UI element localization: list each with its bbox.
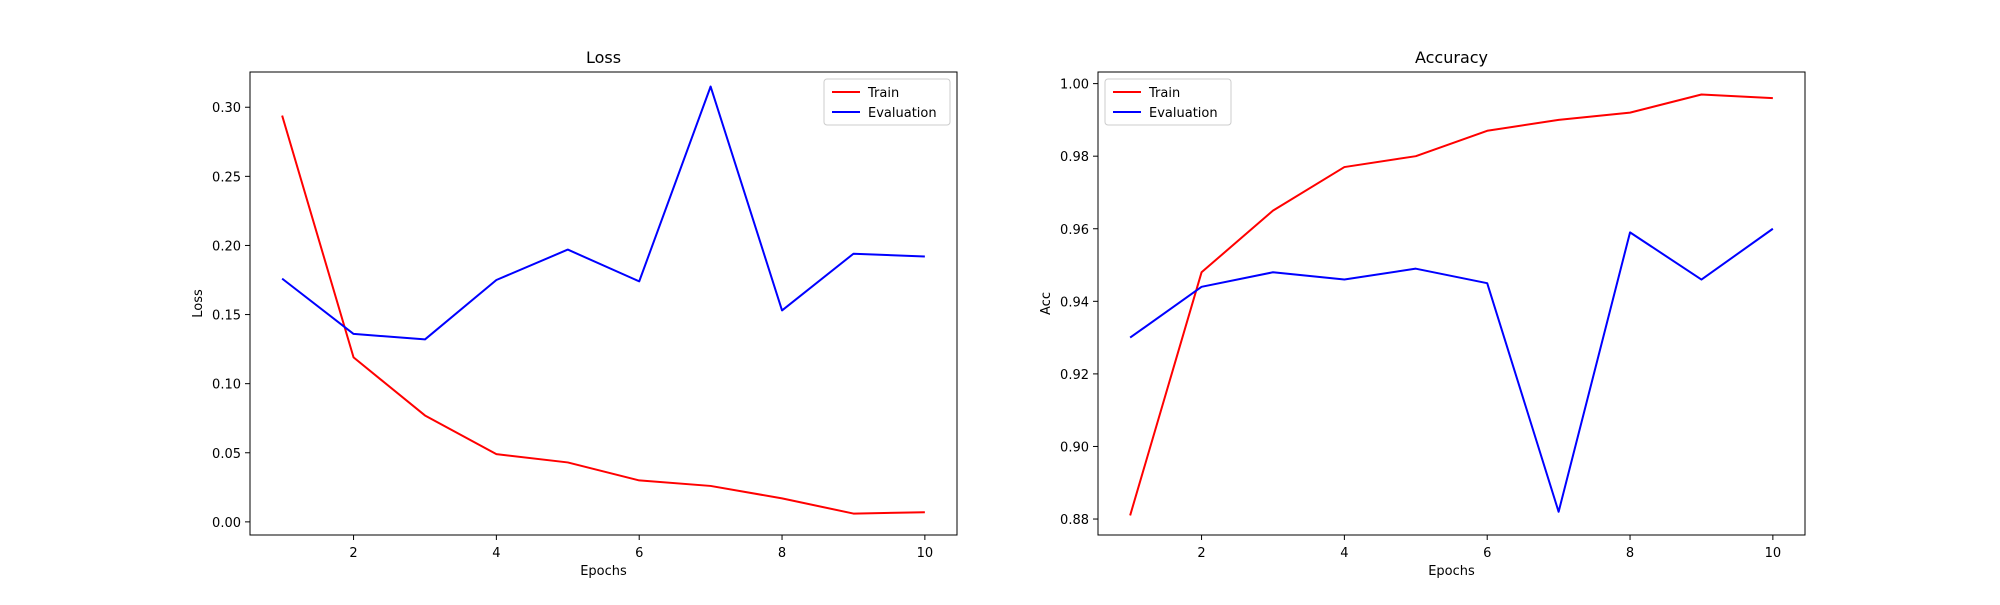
chart-1-y-tick-label: 0.90 — [1060, 440, 1089, 455]
chart-0-y-tick-label: 0.00 — [212, 516, 241, 531]
chart-0-x-tick-label: 10 — [917, 546, 934, 561]
chart-0-y-tick-label: 0.30 — [212, 101, 241, 116]
chart-1-y-tick-label: 1.00 — [1060, 78, 1089, 93]
chart-0-y-tick-label: 0.10 — [212, 378, 241, 393]
chart-1-group — [1093, 71, 1806, 540]
chart-0-series-evaluation-line — [281, 85, 925, 341]
chart-1-x-tick-label: 10 — [1765, 546, 1782, 561]
chart-1-y-axis-label: Acc — [1039, 292, 1054, 315]
chart-0-x-tick-label: 4 — [492, 546, 500, 561]
chart-1-y-tick-label: 0.96 — [1060, 223, 1089, 238]
chart-1-axes-frame — [1097, 71, 1806, 536]
chart-0-legend-box — [823, 78, 951, 126]
chart-0-y-tick-label: 0.05 — [212, 447, 241, 462]
chart-0-x-tick-label: 2 — [349, 546, 357, 561]
chart-1-y-tick-label: 0.88 — [1060, 513, 1089, 528]
chart-1-x-axis-label: Epochs — [1428, 564, 1475, 579]
chart-0-y-tick-label: 0.20 — [212, 239, 241, 254]
chart-1-legend-box — [1104, 78, 1232, 126]
chart-0-x-axis-label: Epochs — [580, 564, 627, 579]
chart-1-y-tick-label: 0.92 — [1060, 368, 1089, 383]
chart-0-group — [245, 71, 958, 540]
chart-1-legend-label-train: Train — [1148, 86, 1180, 101]
chart-1-x-tick-label: 2 — [1197, 546, 1205, 561]
chart-1-series-train-line — [1129, 93, 1773, 516]
chart-1-x-tick-label: 6 — [1483, 546, 1491, 561]
chart-0-y-tick-label: 0.25 — [212, 170, 241, 185]
chart-0-legend-label-evaluation: Evaluation — [868, 106, 937, 121]
chart-0-legend-label-train: Train — [867, 86, 899, 101]
chart-0-y-tick-label: 0.15 — [212, 309, 241, 324]
chart-1-legend-label-evaluation: Evaluation — [1149, 106, 1218, 121]
chart-1-title: Accuracy — [1415, 48, 1488, 67]
chart-0-x-tick-label: 8 — [778, 546, 786, 561]
chart-1-x-tick-label: 8 — [1626, 546, 1634, 561]
chart-0-y-axis-label: Loss — [191, 289, 206, 318]
chart-0-series-train-line — [281, 115, 925, 515]
chart-0-x-tick-label: 6 — [635, 546, 643, 561]
chart-0-title: Loss — [586, 48, 621, 67]
chart-1-y-tick-label: 0.94 — [1060, 295, 1089, 310]
chart-1-series-evaluation-line — [1129, 227, 1774, 513]
chart-1-y-tick-label: 0.98 — [1060, 150, 1089, 165]
chart-1-x-tick-label: 4 — [1340, 546, 1348, 561]
chart-0-axes-frame — [249, 71, 958, 536]
